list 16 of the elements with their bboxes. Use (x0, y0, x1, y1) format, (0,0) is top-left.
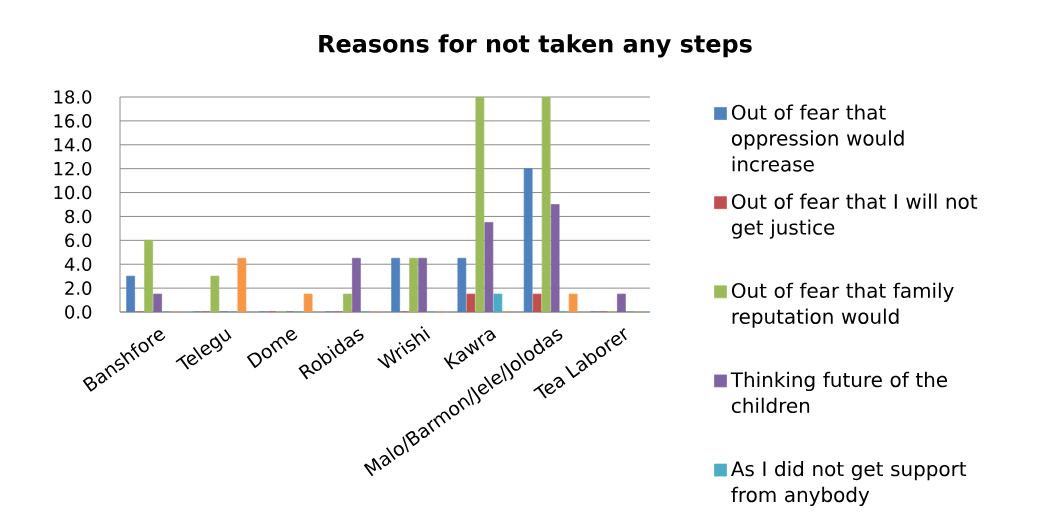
y-tick-label: 16.0 (54, 114, 92, 128)
y-tick-label: 8.0 (65, 209, 92, 224)
legend-label: Out of fear that oppression would increase (731, 104, 904, 172)
y-tick-label: 2.0 (65, 281, 92, 295)
y-tick-label: 4.0 (64, 257, 92, 271)
y-tick-label: 0.0 (65, 305, 92, 319)
legend-label: Out of fear that family reputation would (731, 282, 954, 328)
chart-title: Reasons for not taken any steps (319, 34, 752, 58)
legend-label: Thinking future of the children (730, 371, 948, 414)
y-tick-label: 6.0 (65, 233, 92, 248)
y-tick-label: 10.0 (54, 185, 92, 200)
y-tick-label: 18.0 (54, 90, 92, 104)
legend-label: Out of fear that I will not get justice (731, 193, 978, 239)
legend-label: As I did not get support from anybody (730, 460, 967, 507)
y-tick-label: 12.0 (54, 161, 92, 176)
y-tick-label: 14.0 (54, 137, 92, 152)
